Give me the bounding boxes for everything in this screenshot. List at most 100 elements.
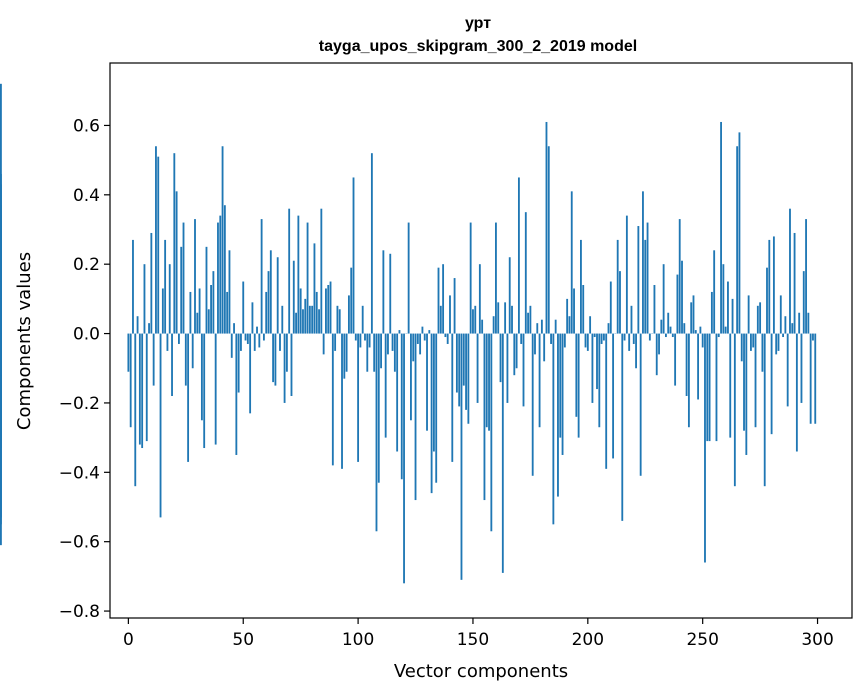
bar <box>256 326 258 334</box>
bar <box>538 333 541 428</box>
bar <box>352 177 355 334</box>
bar <box>412 333 415 362</box>
bar <box>754 333 757 428</box>
bar <box>258 333 261 348</box>
y-tick-label: −0.2 <box>59 394 100 414</box>
bar <box>756 305 759 334</box>
bar <box>536 323 539 334</box>
bar <box>515 333 518 369</box>
bar <box>501 333 504 573</box>
bar <box>347 295 350 334</box>
bar <box>173 153 176 334</box>
bar <box>591 333 594 403</box>
plot-frame <box>109 62 853 619</box>
bar <box>336 305 339 334</box>
bar <box>364 333 366 341</box>
bar <box>481 319 484 334</box>
bar <box>683 323 686 334</box>
y-tick-label: 0.2 <box>73 255 100 275</box>
bar <box>694 330 697 334</box>
bar <box>478 264 481 334</box>
bar <box>747 295 750 334</box>
bar <box>472 309 474 334</box>
bar <box>635 333 637 369</box>
bar <box>295 312 297 334</box>
bar <box>582 285 585 334</box>
bar <box>793 232 796 334</box>
bar <box>416 333 419 344</box>
bar <box>214 333 217 445</box>
bar <box>655 333 658 376</box>
bar <box>187 333 190 462</box>
bar <box>789 208 791 334</box>
bar <box>343 333 346 379</box>
bar <box>492 316 495 334</box>
bar <box>667 312 670 334</box>
bar <box>547 146 550 334</box>
bar <box>779 295 782 334</box>
bar <box>490 333 493 532</box>
bar <box>561 333 564 455</box>
bar <box>458 333 461 407</box>
bar <box>145 333 148 442</box>
bar <box>265 291 268 334</box>
bar <box>467 333 470 424</box>
bar <box>435 333 438 483</box>
bar <box>444 333 447 338</box>
bar <box>219 215 222 334</box>
bar <box>738 132 741 334</box>
bar <box>143 264 146 334</box>
bar <box>297 215 300 334</box>
bar <box>357 333 360 462</box>
bar <box>637 226 640 334</box>
bar <box>678 219 681 334</box>
bar <box>460 333 463 580</box>
bar <box>701 333 704 348</box>
bar <box>400 333 403 480</box>
bar <box>290 333 293 396</box>
bar <box>761 333 764 372</box>
bar <box>240 333 242 351</box>
bar <box>600 333 603 344</box>
bar <box>0 333 2 376</box>
bar <box>175 191 178 334</box>
bar <box>593 333 596 338</box>
bar <box>410 333 412 421</box>
bar <box>285 333 288 372</box>
bar <box>731 298 734 334</box>
bar <box>469 222 472 334</box>
bar <box>550 333 552 344</box>
bar <box>217 222 219 334</box>
bar <box>476 333 479 403</box>
bar <box>568 316 571 334</box>
bar <box>432 333 435 452</box>
bar <box>499 333 502 383</box>
x-tick-label: 100 <box>342 630 374 650</box>
bar <box>589 316 592 334</box>
bar <box>389 253 392 334</box>
bar <box>338 309 341 334</box>
bar <box>669 326 672 334</box>
bar <box>720 121 722 334</box>
bar <box>449 295 451 334</box>
bar <box>361 305 364 334</box>
bar <box>442 264 445 334</box>
y-tick-label: −0.8 <box>59 602 100 622</box>
bar <box>320 208 323 334</box>
bar <box>602 333 605 341</box>
bars-group <box>0 83 817 584</box>
bar <box>559 333 562 438</box>
bar <box>534 333 536 355</box>
bar <box>203 333 206 449</box>
bar <box>171 333 173 396</box>
bar <box>557 333 559 497</box>
bar <box>621 333 624 521</box>
bar <box>619 271 621 334</box>
bar <box>393 333 396 372</box>
bar <box>628 333 631 351</box>
bar <box>462 333 465 386</box>
bar <box>370 153 373 334</box>
bar <box>488 333 490 431</box>
bar <box>221 146 224 334</box>
bar <box>272 333 275 383</box>
